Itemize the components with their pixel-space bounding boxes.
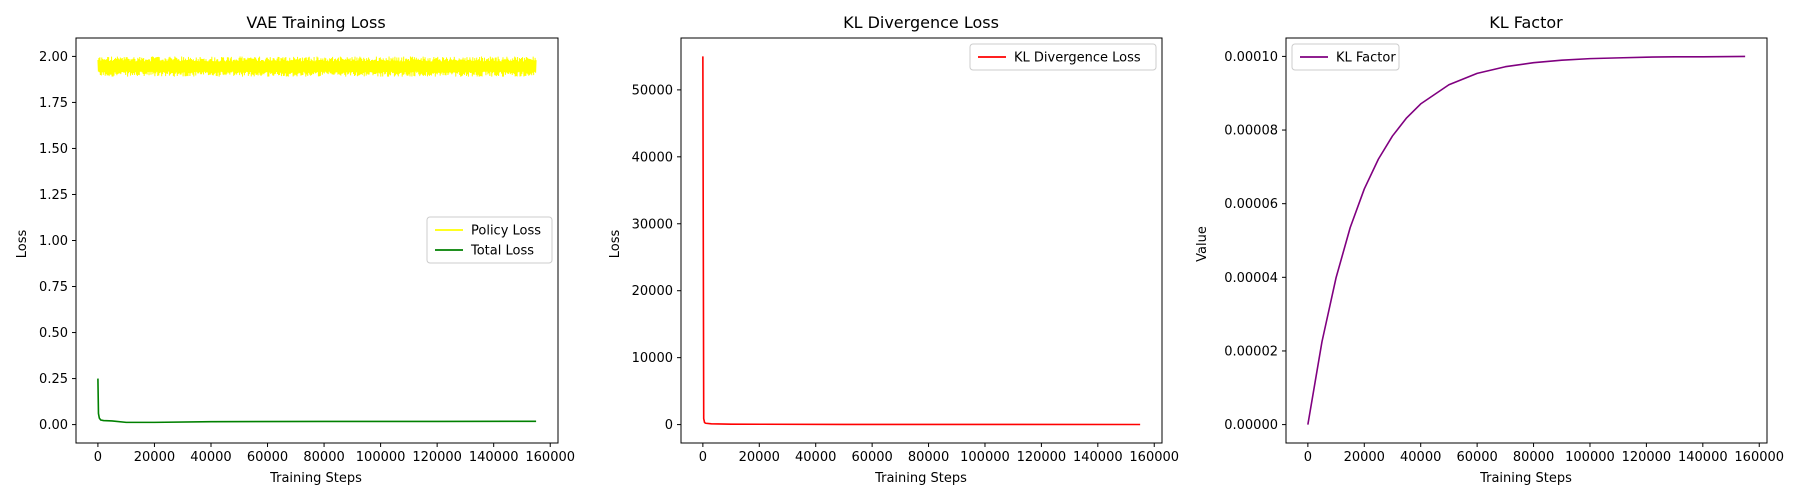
legend-label: KL Divergence Loss [1014, 51, 1141, 66]
legend-label: KL Factor [1336, 51, 1396, 66]
axes-frame [680, 37, 1163, 444]
y-tick-label: 0.25 [39, 372, 68, 387]
y-tick-label: 1.00 [39, 234, 68, 249]
x-tick-label: 140000 [469, 450, 519, 465]
legend-label: Total Loss [470, 244, 534, 259]
axes-frame [1285, 37, 1768, 444]
x-tick-label: 40000 [190, 450, 231, 465]
x-tick-label: 0 [1304, 450, 1312, 465]
series-line-1 [97, 378, 537, 424]
x-tick-label: 60000 [247, 450, 288, 465]
x-tick-label: 100000 [1565, 450, 1615, 465]
y-tick-label: 0.00 [39, 418, 68, 433]
legend: KL Divergence Loss [969, 43, 1157, 71]
series-line-0 [97, 56, 537, 77]
y-axis-label: Loss [608, 230, 623, 259]
x-tick-label: 160000 [1734, 450, 1784, 465]
y-tick-label: 0.00010 [1224, 50, 1278, 65]
x-tick-label: 120000 [1017, 450, 1067, 465]
series-line-0 [1307, 55, 1746, 425]
x-tick-label: 40000 [795, 450, 836, 465]
x-tick-label: 120000 [1622, 450, 1672, 465]
panel-kl-factor: KL Factor Training Steps Value 0 20000 400… [1195, 13, 1784, 486]
legend-box [969, 43, 1157, 71]
y-axis-label: Value [1195, 226, 1210, 262]
y-tick-label: 0 [665, 418, 673, 433]
legend-box [1291, 43, 1400, 71]
y-tick-label: 0.00002 [1224, 344, 1278, 359]
legend: KL Factor [1291, 43, 1400, 71]
x-tick-label: 100000 [356, 450, 406, 465]
x-tick-label: 140000 [1678, 450, 1728, 465]
y-tick-label: 30000 [632, 217, 673, 232]
legend-label: Policy Loss [471, 224, 541, 239]
x-tick-label: 100000 [960, 450, 1010, 465]
x-tick-label: 160000 [1129, 450, 1179, 465]
chart-title: KL Factor [1489, 13, 1563, 32]
y-tick-label: 1.25 [39, 188, 68, 203]
chart-title: VAE Training Loss [246, 13, 385, 32]
plot-area: 0 20000 40000 60000 80000 100000 120000 140000 1… [1224, 37, 1784, 465]
x-axis-label: Training Steps [269, 471, 362, 486]
y-tick-label: 1.75 [39, 96, 68, 111]
x-tick-label: 60000 [851, 450, 892, 465]
y-tick-label: 0.00000 [1224, 418, 1278, 433]
x-tick-label: 0 [699, 450, 707, 465]
y-tick-label: 0.00006 [1224, 197, 1278, 212]
x-tick-label: 40000 [1400, 450, 1441, 465]
x-axis-label: Training Steps [1479, 471, 1572, 486]
x-tick-label: 80000 [1513, 450, 1554, 465]
legend-box [426, 216, 553, 264]
y-tick-label: 0.75 [39, 280, 68, 295]
x-tick-label: 160000 [525, 450, 575, 465]
y-tick-label: 10000 [632, 351, 673, 366]
y-axis-label: Loss [15, 230, 30, 259]
plot-area: 0 20000 40000 60000 80000 100000 120000 140000 1… [632, 37, 1179, 465]
x-tick-label: 20000 [1344, 450, 1385, 465]
y-tick-label: 2.00 [39, 50, 68, 65]
panel-vae-training-loss: VAE Training Loss Training Steps Loss 0 2… [15, 13, 575, 486]
series-line-0 [702, 56, 1141, 426]
x-tick-label: 140000 [1073, 450, 1123, 465]
legend: Policy Loss Total Loss [426, 216, 553, 264]
y-tick-label: 20000 [632, 284, 673, 299]
x-tick-label: 80000 [303, 450, 344, 465]
x-axis-label: Training Steps [874, 471, 967, 486]
y-tick-label: 0.00004 [1224, 271, 1278, 286]
y-tick-label: 0.50 [39, 326, 68, 341]
x-tick-label: 80000 [908, 450, 949, 465]
y-tick-label: 1.50 [39, 142, 68, 157]
chart-title: KL Divergence Loss [843, 13, 999, 32]
x-tick-label: 0 [94, 450, 102, 465]
x-tick-label: 120000 [412, 450, 462, 465]
y-tick-label: 0.00008 [1224, 124, 1278, 139]
plot-area: 0 20000 40000 60000 80000 100000 120000 140000 1… [39, 37, 575, 465]
x-tick-label: 20000 [134, 450, 175, 465]
y-tick-label: 50000 [632, 83, 673, 98]
panel-kl-divergence-loss: KL Divergence Loss Training Steps Loss 0… [608, 13, 1179, 486]
x-tick-label: 60000 [1456, 450, 1497, 465]
x-tick-label: 20000 [739, 450, 780, 465]
y-tick-label: 40000 [632, 150, 673, 165]
